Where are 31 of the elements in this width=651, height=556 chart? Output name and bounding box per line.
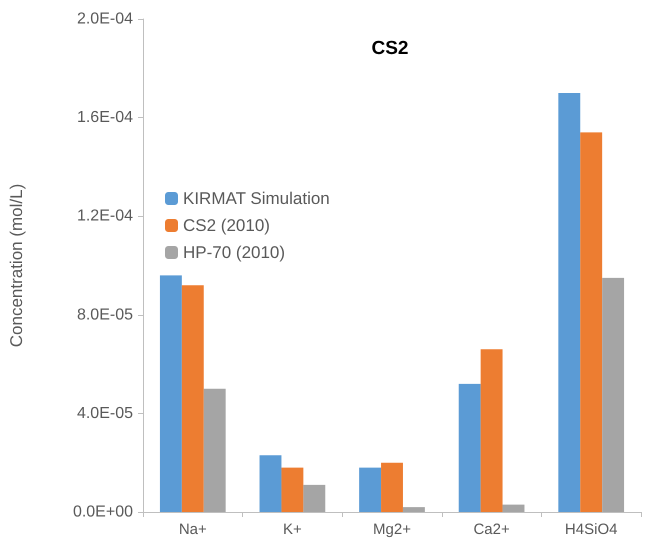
y-tick-label: 8.0E-05 — [76, 306, 134, 324]
bar — [182, 285, 204, 512]
legend-label: KIRMAT Simulation — [183, 189, 330, 208]
legend-label: HP-70 (2010) — [183, 243, 286, 262]
bar — [602, 278, 624, 512]
x-tick-label: K+ — [283, 521, 302, 538]
bar — [359, 468, 382, 512]
x-tick-label: Na+ — [178, 521, 208, 538]
text: CS2 — [372, 38, 408, 59]
bar — [160, 275, 182, 512]
bar — [204, 388, 226, 512]
bar — [281, 468, 304, 512]
y-tick-label: 0.0E+00 — [72, 504, 134, 520]
y-tick-label: 2.0E-04 — [76, 10, 134, 28]
y-tick-label: 1.2E-04 — [76, 208, 134, 225]
bar — [480, 349, 503, 512]
bar — [260, 455, 282, 512]
y-axis-title: Concentration (mol/L) — [7, 184, 26, 348]
bar — [502, 504, 524, 512]
x-tick-label: Mg2+ — [373, 521, 412, 538]
bar — [303, 484, 326, 512]
bar — [558, 92, 580, 512]
y-tick-label: 1.6E-04 — [76, 109, 134, 126]
x-tick-label: H4SiO4 — [564, 521, 618, 538]
y-tick-label: 4.0E-05 — [76, 404, 134, 422]
x-tick-label: Ca2+ — [473, 521, 510, 538]
legend-label: CS2 (2010) — [183, 216, 270, 235]
bar — [402, 507, 425, 512]
bar — [458, 384, 481, 512]
bar — [381, 462, 403, 512]
bar — [580, 132, 602, 512]
